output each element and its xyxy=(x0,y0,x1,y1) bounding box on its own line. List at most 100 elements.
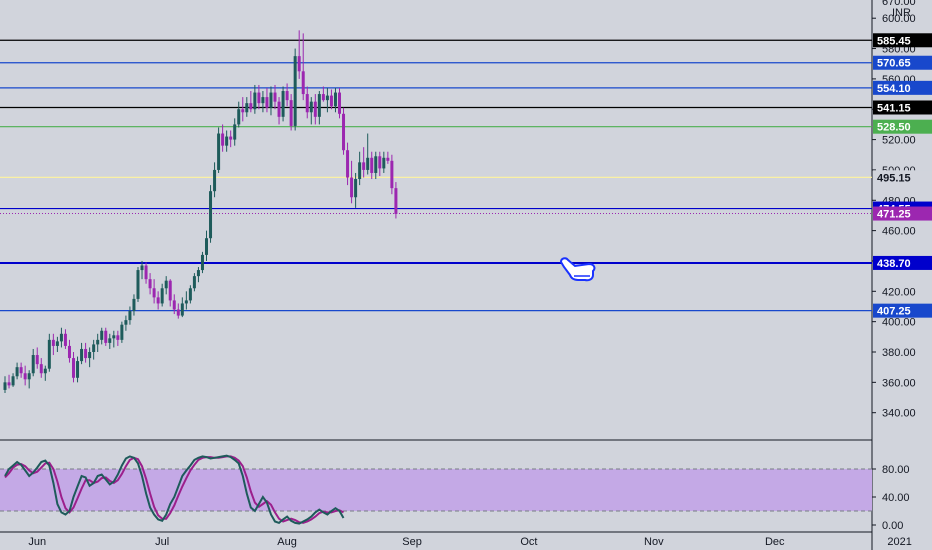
candle-body xyxy=(350,177,354,198)
candle-body xyxy=(281,91,285,117)
stochastic-panel: 80.00 40.00 0.00 xyxy=(0,454,910,533)
candle-body xyxy=(184,300,188,304)
candle-body xyxy=(293,56,297,126)
candle-body xyxy=(261,97,265,104)
candle-body xyxy=(273,92,277,102)
candle-body xyxy=(108,338,112,343)
level-tag-bg xyxy=(873,255,932,270)
candle-body xyxy=(225,136,229,146)
y-tick-label: 520.00 xyxy=(882,135,916,147)
candle-body xyxy=(11,376,15,386)
candle-body xyxy=(213,169,217,192)
time-axis: Jun Jul Aug Sep Oct Nov Dec 2021 xyxy=(28,536,912,548)
y-tick-label: 340.00 xyxy=(882,408,916,420)
y-tick-label: 460.00 xyxy=(882,226,916,238)
candle-body xyxy=(156,297,160,304)
candle-body xyxy=(378,156,382,169)
candle-body xyxy=(100,330,104,340)
candle-body xyxy=(370,157,374,173)
y-tick-label: 420.00 xyxy=(882,286,916,298)
candle-body xyxy=(329,95,333,107)
horizontal-levels xyxy=(0,39,872,312)
candle-body xyxy=(309,101,313,113)
candle-body xyxy=(217,133,221,170)
level-tag: 407.25 xyxy=(877,306,911,318)
candle-body xyxy=(362,162,366,170)
candle-body xyxy=(253,92,257,110)
candle-body xyxy=(205,238,208,255)
candle-body xyxy=(47,339,51,369)
candle-body xyxy=(136,270,140,299)
candle-body xyxy=(63,333,67,346)
x-tick-label: Jun xyxy=(28,536,46,548)
y-tick-label: 600.00 xyxy=(882,13,916,25)
candle-body xyxy=(31,355,35,374)
level-tag-bg xyxy=(873,80,932,95)
stochastic-d-line xyxy=(4,455,344,524)
candle-body xyxy=(289,100,293,126)
y-tick-label: 380.00 xyxy=(882,347,916,359)
candle-body xyxy=(241,109,245,113)
candle-body xyxy=(394,188,398,214)
candle-body xyxy=(265,97,269,108)
level-tag-bg xyxy=(873,33,932,48)
candle-body xyxy=(3,382,7,390)
level-tag-bg xyxy=(873,170,932,185)
candle-body xyxy=(80,348,84,362)
candle-body xyxy=(229,136,233,140)
last-price-tag-bg xyxy=(873,206,932,221)
candle-body xyxy=(112,335,116,339)
level-tag: 585.45 xyxy=(877,35,911,47)
candle-body xyxy=(160,288,164,304)
stochastic-band xyxy=(0,469,872,511)
x-tick-label: Aug xyxy=(277,536,297,548)
ind-tick-label: 0.00 xyxy=(882,520,903,532)
candle-body xyxy=(337,92,341,114)
candle-body xyxy=(132,298,136,312)
candle-body xyxy=(164,280,168,289)
candle-body xyxy=(128,311,132,321)
y-tick-label: 360.00 xyxy=(882,377,916,389)
candle-body xyxy=(313,101,317,117)
candle-body xyxy=(257,92,261,104)
candle-body xyxy=(43,368,47,374)
candle-body xyxy=(342,113,346,151)
candle-body xyxy=(209,191,213,239)
level-tag-bg xyxy=(873,100,932,115)
candle-body xyxy=(19,367,23,374)
candle-body xyxy=(188,288,192,301)
candle-body xyxy=(92,344,96,352)
level-tag: 554.10 xyxy=(877,83,911,95)
candle-body xyxy=(354,179,358,198)
candle-body xyxy=(297,56,301,72)
x-tick-label: Nov xyxy=(644,536,664,548)
level-tag: 528.50 xyxy=(877,122,911,134)
candle-body xyxy=(305,94,309,113)
candle-body xyxy=(221,133,225,146)
y-tick-label: 400.00 xyxy=(882,317,916,329)
candle-body xyxy=(172,300,176,310)
candle-body xyxy=(148,279,152,289)
currency-label: INR xyxy=(892,7,911,19)
candle-body xyxy=(7,382,11,386)
candle-body xyxy=(140,265,144,271)
candle-body xyxy=(67,345,71,359)
candle-body xyxy=(35,355,39,365)
ind-tick-label: 40.00 xyxy=(882,492,910,504)
x-tick-label: Sep xyxy=(402,536,422,548)
candle-body xyxy=(23,373,27,380)
candle-body xyxy=(358,162,362,180)
ind-tick-label: 80.00 xyxy=(882,464,910,476)
candle-body xyxy=(233,124,237,140)
stochastic-k-line xyxy=(4,454,345,525)
candle-body xyxy=(76,361,80,378)
candles-layer xyxy=(3,30,398,393)
candle-body xyxy=(124,320,128,325)
candle-body xyxy=(269,92,273,108)
candle-body xyxy=(96,339,100,345)
level-tag: 495.15 xyxy=(877,172,911,184)
candle-body xyxy=(196,270,200,277)
last-price-tag: 471.25 xyxy=(877,209,911,221)
candle-body xyxy=(116,335,120,340)
